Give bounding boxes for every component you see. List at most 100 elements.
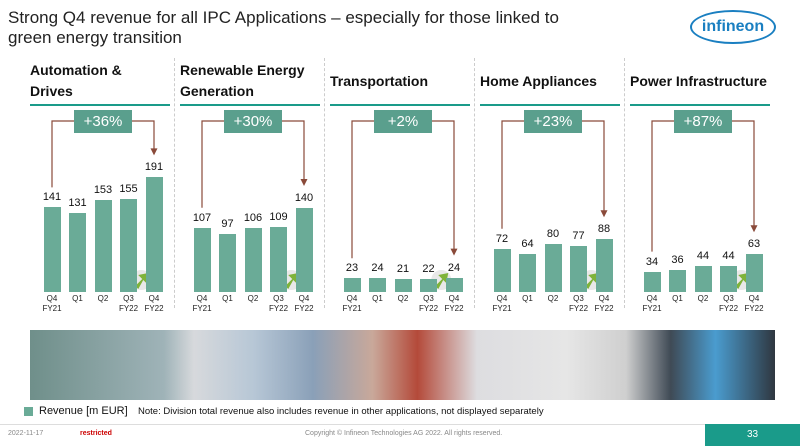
- panel-title: Power Infrastructure: [630, 72, 767, 89]
- value-label: 107: [192, 211, 212, 224]
- category-label: Q4 FY21: [192, 294, 212, 313]
- category-label: Q1: [522, 294, 533, 303]
- growth-icon-arrow: [285, 273, 299, 289]
- value-label: 72: [495, 232, 509, 245]
- category-label: Q4 FY21: [492, 294, 512, 313]
- value-label: 80: [546, 228, 560, 240]
- category-label: Q2: [247, 294, 259, 303]
- footer-classification: restricted: [80, 430, 112, 437]
- category-label: Q4 FY22: [144, 294, 164, 313]
- growth-icon-arrow: [585, 273, 599, 289]
- growth-icon-arrow: [435, 273, 449, 289]
- category-label: Q4 FY21: [642, 294, 662, 313]
- value-label: 153: [93, 184, 113, 197]
- category-label: Q3 FY22: [418, 294, 439, 313]
- panel-title: Transportation: [330, 72, 429, 89]
- category-label: Q4 FY22: [294, 294, 314, 313]
- category-label: Q1: [372, 294, 383, 303]
- growth-bracket: [501, 120, 605, 229]
- growth-bracket: [351, 120, 455, 259]
- bar: [394, 279, 412, 292]
- panel-title: Renewable Energy Generation: [180, 62, 305, 99]
- footer-date: 2022-11-17: [8, 430, 44, 437]
- bar: [420, 278, 437, 292]
- value-label: 21: [396, 263, 410, 276]
- bar: [544, 244, 562, 292]
- value-label: 23: [345, 262, 359, 275]
- bar: [745, 254, 763, 292]
- footer-copyright: Copyright © Infineon Technologies AG 202…: [305, 430, 503, 437]
- category-label: Q4 FY22: [594, 294, 614, 313]
- growth-icon-arrow: [135, 273, 149, 289]
- category-label: Q4 FY21: [342, 294, 362, 313]
- value-label: 24: [447, 261, 461, 274]
- separator: [474, 58, 476, 308]
- bar: [120, 199, 137, 292]
- category-label: Q3 FY22: [118, 294, 139, 313]
- category-label: Q4 FY22: [444, 294, 464, 313]
- value-label: 77: [572, 229, 585, 242]
- bar: [69, 213, 86, 292]
- note: Note: Division total revenue also includ…: [138, 406, 544, 417]
- growth-box: +36%: [74, 110, 132, 133]
- bar: [694, 265, 712, 292]
- title-underline: [180, 104, 320, 106]
- growth-bracket: [651, 120, 755, 252]
- value-label: 155: [119, 183, 138, 195]
- bar: [493, 248, 511, 292]
- value-label: 141: [42, 191, 62, 204]
- bracket-arrow: [600, 210, 608, 218]
- category-label: Q4 FY22: [744, 294, 764, 313]
- title-underline: [330, 104, 470, 106]
- logo: infineon: [690, 10, 776, 44]
- bracket-arrow: [450, 248, 458, 256]
- legend-label: Revenue [m EUR]: [39, 405, 128, 417]
- bar: [270, 226, 287, 292]
- bar: [219, 233, 236, 292]
- separator: [624, 58, 626, 308]
- value-label: 34: [645, 255, 659, 268]
- value-label: 36: [671, 254, 684, 267]
- value-label: 63: [747, 238, 761, 251]
- bar: [445, 277, 463, 292]
- bar: [720, 265, 737, 292]
- title-underline: [630, 104, 770, 106]
- category-label: Q1: [672, 294, 683, 303]
- value-label: 22: [422, 262, 435, 275]
- bar: [519, 253, 536, 292]
- slide-title: Strong Q4 revenue for all IPC Applicatio…: [8, 8, 559, 47]
- value-label: 44: [696, 249, 710, 262]
- bar: [94, 200, 112, 292]
- panel-title: Home Appliances: [480, 72, 597, 89]
- title-underline: [30, 104, 170, 106]
- value-label: 131: [68, 197, 87, 210]
- value-label: 191: [144, 161, 164, 174]
- bar: [43, 207, 61, 292]
- legend-swatch: [24, 407, 33, 416]
- bar: [295, 208, 313, 292]
- bar: [244, 228, 262, 292]
- separator: [324, 58, 326, 308]
- panel-title: Automation & Drives: [30, 62, 122, 99]
- category-label: Q2: [97, 294, 109, 303]
- bracket-arrow: [300, 179, 308, 186]
- category-label: Q3 FY22: [568, 294, 589, 313]
- value-label: 44: [722, 249, 735, 262]
- growth-box: +30%: [224, 110, 282, 133]
- bar: [343, 278, 361, 292]
- bar: [145, 177, 163, 292]
- bar: [595, 239, 613, 292]
- page-number: 33: [705, 424, 800, 446]
- value-label: 24: [371, 261, 384, 274]
- category-label: Q2: [697, 294, 709, 303]
- bracket-arrow: [750, 225, 758, 233]
- value-label: 140: [294, 192, 314, 204]
- growth-box: +23%: [524, 110, 582, 133]
- category-label: Q1: [222, 294, 233, 303]
- bar: [669, 270, 686, 292]
- growth-box: +87%: [674, 110, 732, 133]
- value-label: 88: [597, 223, 611, 236]
- category-label: Q2: [397, 294, 409, 303]
- bar: [643, 271, 661, 292]
- value-label: 64: [521, 237, 534, 250]
